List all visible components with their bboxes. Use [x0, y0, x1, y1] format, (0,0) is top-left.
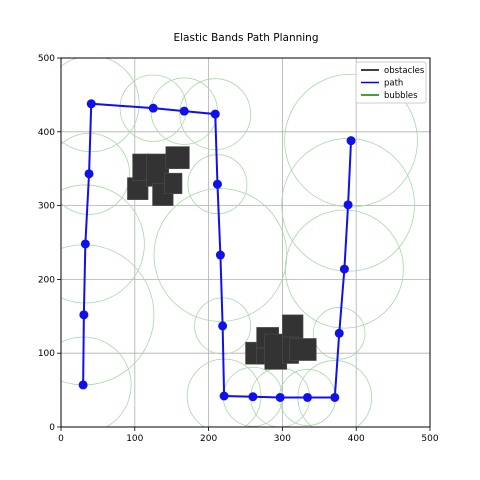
y-tick-label: 100 [38, 349, 55, 359]
path-point [343, 200, 353, 210]
path-point [339, 264, 349, 274]
y-tick-label: 400 [38, 128, 55, 138]
obstacle [165, 146, 190, 169]
y-tick-label: 500 [38, 54, 55, 64]
path-point [330, 392, 340, 402]
path-point [346, 136, 356, 146]
path-point [215, 250, 225, 260]
bubble [61, 58, 140, 153]
path-point [218, 321, 228, 331]
path-point [334, 328, 344, 338]
legend: obstacles path bubbles [355, 61, 427, 104]
chart-title: Elastic Bands Path Planning [173, 32, 318, 44]
y-tick-label: 200 [38, 275, 55, 285]
bubble [284, 209, 404, 329]
x-tick-label: 0 [58, 434, 64, 444]
legend-box [355, 61, 427, 104]
path-point [179, 106, 189, 116]
y-axis-ticks: 0 100 200 300 400 500 [38, 54, 61, 433]
path-point [212, 179, 222, 189]
obstacle [127, 177, 149, 200]
obstacle [289, 338, 317, 361]
path-layer [78, 99, 356, 402]
path-point [302, 392, 312, 402]
legend-label: bubbles [384, 91, 418, 101]
path-line [82, 102, 353, 399]
path-point [79, 310, 89, 320]
axes-frame [60, 57, 431, 428]
bubble [61, 184, 145, 304]
obstacle [164, 172, 183, 195]
path-point [210, 109, 220, 119]
legend-label: path [384, 79, 403, 89]
x-tick-label: 100 [126, 434, 143, 444]
x-tick-label: 500 [421, 434, 438, 444]
y-tick-label: 0 [49, 423, 55, 433]
bubble [61, 132, 131, 215]
path-point [275, 392, 285, 402]
x-tick-label: 400 [348, 434, 365, 444]
path-point [80, 239, 90, 249]
legend-label: obstacles [384, 66, 425, 76]
path-point [219, 391, 229, 401]
bubble [312, 307, 366, 360]
x-tick-label: 200 [200, 434, 217, 444]
x-tick-label: 300 [274, 434, 291, 444]
obstacle [282, 314, 304, 341]
path-point [248, 392, 258, 402]
obstacles-layer [127, 146, 317, 370]
bubble [179, 78, 252, 150]
y-tick-label: 300 [38, 202, 55, 212]
path-point [86, 99, 96, 109]
path-point [148, 103, 158, 113]
grid-lines [60, 57, 431, 428]
x-axis-ticks: 0 100 200 300 400 500 [58, 427, 439, 444]
path-point [78, 380, 88, 390]
path-point [84, 169, 94, 179]
